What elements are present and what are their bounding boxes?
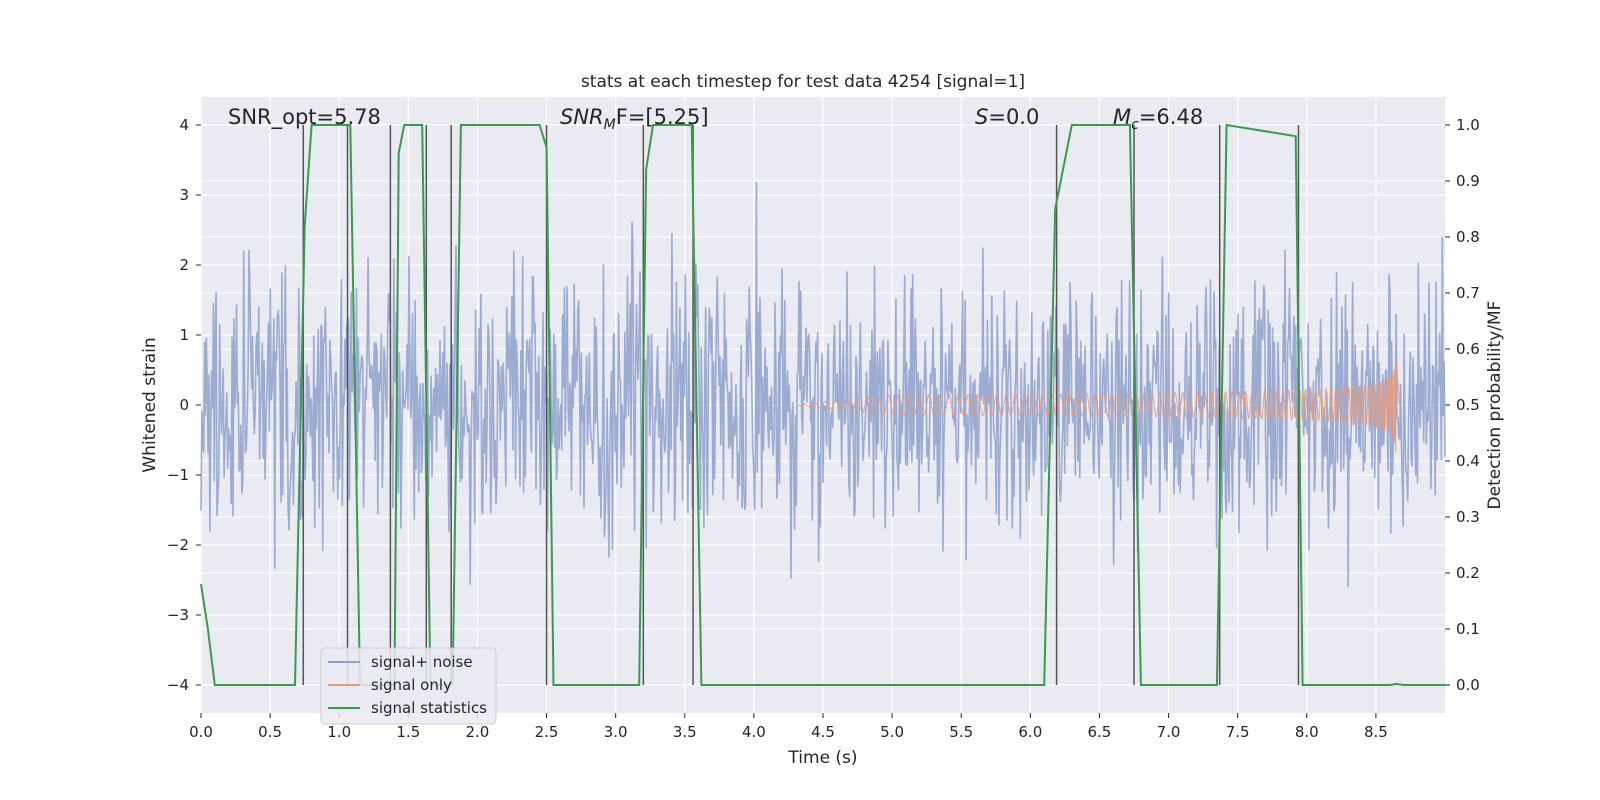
x-tick-label: 2.5 xyxy=(535,723,559,741)
series-signal-only xyxy=(795,362,1400,453)
y-left-tick-label: −3 xyxy=(167,606,189,624)
x-tick-label: 4.5 xyxy=(811,723,835,741)
legend-box xyxy=(320,647,497,725)
y-right-tick-label: 0.2 xyxy=(1456,564,1480,582)
y-right-tick-label: 0.3 xyxy=(1456,508,1480,526)
series-signal-noise xyxy=(200,181,1446,588)
y-right-tick-label: 0.5 xyxy=(1456,396,1480,414)
x-tick-label: 8.0 xyxy=(1295,723,1319,741)
x-tick-label: 7.0 xyxy=(1157,723,1181,741)
y-left-tick-label: 4 xyxy=(179,116,189,134)
y-axis-label-left: Whitened strain xyxy=(140,337,160,472)
x-tick-label: 4.0 xyxy=(742,723,766,741)
y-right-tick-label: 0.8 xyxy=(1456,228,1480,246)
y-axis-label-right: Detection probability/MF xyxy=(1485,301,1505,510)
y-left-tick-label: −4 xyxy=(167,676,189,694)
legend: signal+ noise signal only signal statist… xyxy=(320,647,497,725)
y-left-tick-label: −2 xyxy=(167,536,189,554)
y-left-tick-label: 3 xyxy=(179,186,189,204)
x-tick-label: 1.5 xyxy=(396,723,420,741)
x-tick-label: 1.0 xyxy=(327,723,351,741)
snr-opt-annotation: SNR_opt=5.78 xyxy=(228,105,381,130)
x-tick-label: 3.5 xyxy=(673,723,697,741)
y-right-tick-label: 0.4 xyxy=(1456,452,1480,470)
mc-annotation: Mc=6.48 xyxy=(1113,105,1203,133)
x-tick-label: 5.0 xyxy=(880,723,904,741)
x-tick-label: 3.0 xyxy=(604,723,628,741)
y-right-tick-label: 0.1 xyxy=(1456,620,1480,638)
y-left-tick-label: 0 xyxy=(179,396,189,414)
snr-mf-annotation: SNRMF=[5.25] xyxy=(560,105,709,133)
legend-label-noise: signal+ noise xyxy=(371,653,473,671)
x-tick-label: 8.5 xyxy=(1364,723,1388,741)
x-tick-label: 6.5 xyxy=(1088,723,1112,741)
y-right-tick-label: 0.7 xyxy=(1456,284,1480,302)
x-tick-label: 6.0 xyxy=(1018,723,1042,741)
x-axis-label: Time (s) xyxy=(787,748,857,768)
x-tick-label: 0.0 xyxy=(189,723,213,741)
x-tick-label: 0.5 xyxy=(258,723,282,741)
x-tick-label: 2.0 xyxy=(466,723,490,741)
x-tick-label: 5.5 xyxy=(949,723,973,741)
y-right-tick-label: 1.0 xyxy=(1456,116,1480,134)
legend-label-signal: signal only xyxy=(371,676,452,694)
chart-title: stats at each timestep for test data 425… xyxy=(581,72,1025,92)
y-left-tick-label: 2 xyxy=(179,256,189,274)
y-right-tick-label: 0.6 xyxy=(1456,340,1480,358)
series-signal-statistics xyxy=(200,123,1445,686)
y-left-tick-label: −1 xyxy=(167,466,189,484)
y-left-tick-label: 1 xyxy=(179,326,189,344)
legend-label-statistics: signal statistics xyxy=(371,699,487,717)
y-right-tick-label: 0.9 xyxy=(1456,172,1480,190)
s-annotation: S=0.0 xyxy=(975,105,1039,129)
y-right-tick-label: 0.0 xyxy=(1456,676,1480,694)
x-tick-label: 7.5 xyxy=(1226,723,1250,741)
